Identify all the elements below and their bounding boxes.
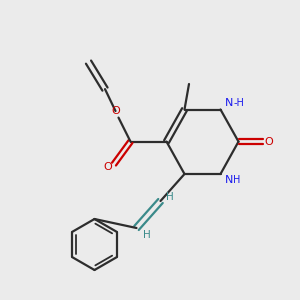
Text: H: H <box>143 230 151 241</box>
Text: H: H <box>166 191 173 202</box>
Text: O: O <box>111 106 120 116</box>
Text: N: N <box>225 175 233 185</box>
Text: O: O <box>103 162 112 172</box>
Text: N: N <box>225 98 233 109</box>
Text: -H: -H <box>234 98 244 109</box>
Text: O: O <box>265 136 274 147</box>
Text: H: H <box>233 175 241 185</box>
